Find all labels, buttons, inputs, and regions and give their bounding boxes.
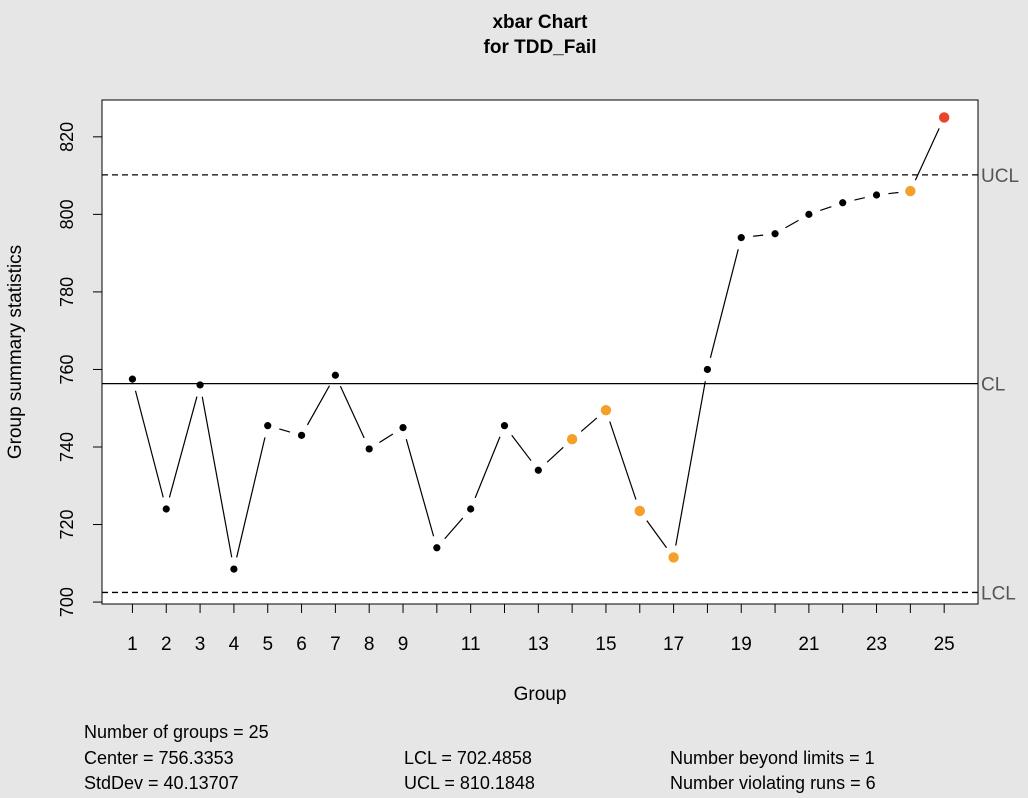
series-segment [675, 381, 706, 546]
series-segment [854, 197, 865, 201]
data-point-15 [600, 404, 612, 416]
series-segment [444, 517, 464, 540]
data-point-5 [264, 422, 272, 430]
x-tick-label: 17 [663, 634, 684, 655]
data-point-13 [534, 466, 542, 474]
data-point-11 [467, 505, 475, 513]
x-tick-label: 23 [866, 634, 887, 655]
control-line-label-ucl: UCL [981, 166, 1019, 187]
data-point-4 [230, 565, 238, 573]
x-tick-label: 7 [330, 634, 341, 655]
chart-title: xbar Chart [492, 12, 588, 33]
y-tick-label: 820 [57, 122, 77, 152]
control-line-label-cl: CL [981, 375, 1005, 396]
series-segment [888, 191, 899, 195]
plot-area [101, 99, 979, 605]
data-point-22 [839, 199, 847, 207]
x-tick-label: 1 [127, 634, 138, 655]
series-segment [580, 417, 598, 432]
data-point-7 [331, 371, 339, 379]
stat-violating-runs: Number violating runs = 6 [670, 773, 876, 793]
stat-stddev: StdDev = 40.13707 [84, 773, 239, 793]
x-tick-label: 11 [461, 634, 481, 655]
x-tick-label: 13 [528, 634, 549, 655]
y-axis-label: Group summary statistics [5, 245, 26, 459]
data-point-16 [634, 505, 645, 517]
series-segment [134, 390, 164, 498]
data-point-25 [938, 112, 950, 123]
series-segment [546, 446, 564, 463]
data-point-12 [500, 422, 509, 430]
series-segment [236, 437, 266, 558]
series-segment [753, 234, 764, 237]
series-segment [474, 436, 501, 499]
x-tick-label: 3 [195, 634, 206, 655]
series-segment [168, 396, 198, 498]
data-point-2 [162, 505, 170, 513]
x-axis-label: Group [514, 684, 567, 705]
chart-subtitle: for TDD_Fail [484, 37, 597, 58]
stat-ucl: UCL = 810.1848 [404, 773, 535, 793]
data-point-9 [399, 424, 407, 432]
data-point-10 [433, 544, 441, 552]
series-segment [709, 249, 739, 358]
data-point-17 [668, 552, 679, 563]
data-point-23 [872, 191, 881, 199]
series-segment [405, 438, 435, 537]
x-tick-label: 21 [798, 634, 819, 655]
data-point-21 [805, 210, 813, 218]
stat-center: Center = 756.3353 [84, 748, 234, 768]
x-tick-label: 25 [934, 634, 955, 655]
series-segment [306, 385, 331, 426]
data-point-24 [905, 185, 916, 197]
series-segment [339, 385, 365, 439]
data-point-14 [566, 434, 578, 445]
x-tick-label: 2 [161, 634, 172, 655]
x-tick-label: 4 [229, 634, 240, 655]
data-point-6 [297, 431, 306, 439]
y-tick-label: 700 [57, 587, 77, 617]
x-tick-label: 9 [398, 634, 409, 655]
x-tick-label: 19 [731, 634, 752, 655]
series-segment [511, 434, 532, 462]
data-point-1 [128, 375, 137, 383]
control-line-label-lcl: LCL [981, 583, 1016, 604]
x-tick-label: 15 [595, 634, 616, 655]
series-segment [609, 421, 637, 500]
stat-beyond-limits: Number beyond limits = 1 [670, 748, 875, 768]
data-point-8 [365, 445, 373, 453]
stat-number-of-groups: Number of groups = 25 [84, 722, 269, 742]
x-tick-label: 6 [296, 634, 307, 655]
x-tick-label: 8 [364, 634, 375, 655]
series-segment [914, 128, 940, 181]
series-segment [785, 219, 799, 229]
series-segment [820, 206, 832, 212]
y-tick-label: 780 [57, 277, 77, 307]
series-segment [201, 396, 233, 558]
series-segment [379, 433, 394, 444]
data-point-19 [737, 234, 745, 242]
y-tick-label: 740 [57, 432, 77, 462]
data-point-20 [771, 230, 779, 238]
y-tick-label: 720 [57, 509, 77, 539]
series-segment [646, 520, 668, 549]
y-tick-label: 800 [57, 199, 77, 229]
y-tick-label: 760 [57, 354, 77, 384]
x-tick-label: 5 [262, 634, 273, 655]
data-point-3 [196, 381, 204, 389]
stat-lcl: LCL = 702.4858 [404, 748, 532, 768]
series-segment [279, 428, 291, 433]
data-point-18 [703, 365, 712, 374]
